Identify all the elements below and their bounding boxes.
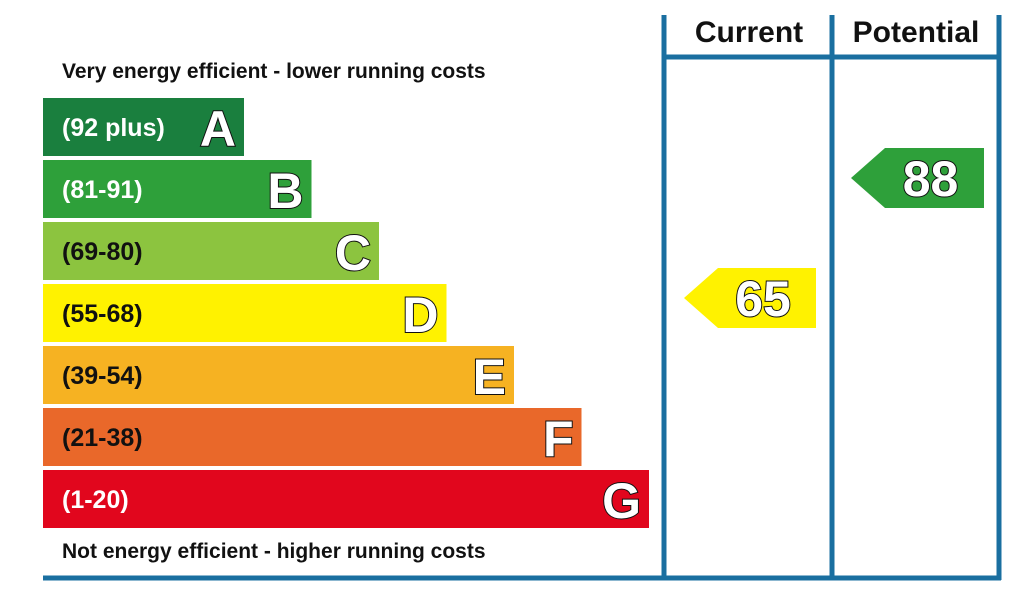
rating-bands: (92 plus) A(81-91) B(69-80) C(55-68) D(39-54… — [43, 98, 649, 530]
column-header-current: Current — [695, 16, 803, 49]
band-letter-c: C — [335, 225, 371, 281]
top-caption: Very energy efficient - lower running co… — [62, 60, 486, 83]
bottom-caption: Not energy efficient - higher running co… — [62, 540, 486, 563]
band-range-a: (92 plus) — [62, 114, 165, 142]
rating-potential: 88 — [851, 148, 984, 208]
band-letter-b: B — [267, 163, 303, 219]
band-g: (1-20) G — [43, 470, 649, 530]
band-range-d: (55-68) — [62, 300, 143, 328]
band-bar-d — [43, 284, 447, 342]
band-bar-b — [43, 160, 312, 218]
rating-current: 65 — [684, 268, 816, 328]
band-range-e: (39-54) — [62, 362, 143, 390]
column-header-potential: Potential — [853, 16, 980, 49]
band-d: (55-68) D — [43, 284, 447, 344]
band-range-g: (1-20) — [62, 486, 129, 514]
band-letter-d: D — [402, 287, 438, 343]
band-bar-e — [43, 346, 514, 404]
rating-arrows: 65 88 — [684, 148, 984, 328]
chart-frame — [43, 15, 1002, 581]
band-letter-a: A — [200, 101, 236, 157]
band-range-b: (81-91) — [62, 176, 143, 204]
band-c: (69-80) C — [43, 222, 379, 282]
rating-potential-arrow — [851, 148, 984, 208]
band-letter-g: G — [602, 473, 641, 529]
band-f: (21-38) F — [43, 408, 582, 468]
band-letter-e: E — [473, 349, 506, 405]
band-letter-f: F — [543, 411, 574, 467]
band-bar-f — [43, 408, 582, 466]
rating-potential-value: 88 — [903, 151, 959, 207]
band-b: (81-91) B — [43, 160, 312, 220]
band-a: (92 plus) A — [43, 98, 244, 158]
band-e: (39-54) E — [43, 346, 514, 406]
rating-current-arrow — [684, 268, 816, 328]
band-range-c: (69-80) — [62, 238, 143, 266]
band-bar-g — [43, 470, 649, 528]
band-range-f: (21-38) — [62, 424, 143, 452]
band-bar-c — [43, 222, 379, 280]
band-bar-a — [43, 98, 244, 156]
rating-current-value: 65 — [735, 271, 791, 327]
